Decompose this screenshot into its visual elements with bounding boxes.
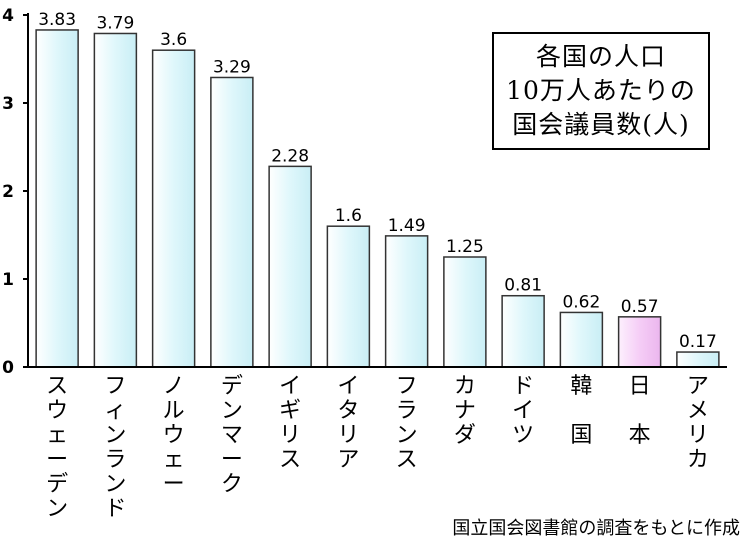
bars (35, 29, 720, 368)
category-label: 韓 国 (570, 374, 592, 448)
category-label: カナダ (454, 374, 476, 448)
bar (559, 311, 604, 368)
data-label: 0.17 (679, 332, 717, 352)
data-label: 3.83 (38, 10, 76, 30)
bar (384, 235, 429, 368)
data-label: 0.57 (621, 297, 659, 317)
category-labels: スウェーデン フィンランド ノルウェー デンマーク イギリス イタリア フランス カナダ ドイツ… (46, 374, 709, 522)
category-label: ドイツ (512, 374, 534, 448)
bar (210, 76, 254, 368)
category-label: デンマーク (221, 374, 243, 497)
bar (268, 165, 312, 368)
source-note: 国立国会図書館の調査をもとに作成 (452, 518, 740, 539)
data-label: 3.29 (213, 57, 251, 77)
data-label: 3.6 (160, 30, 187, 50)
chart-title-line-3: 国会議員数(人) (512, 110, 690, 139)
data-label: 1.25 (446, 237, 484, 257)
bar (93, 32, 138, 368)
y-tick-label: 3 (2, 94, 14, 114)
chart-title-line-1: 各国の人口 (535, 42, 666, 71)
data-label: 0.81 (504, 276, 542, 296)
data-label: 1.6 (335, 206, 362, 226)
bar (35, 29, 79, 368)
category-label: フランス (396, 374, 418, 473)
chart-title-line-2: 10万人あたりの (506, 76, 696, 105)
category-label: フィンランド (104, 374, 126, 522)
data-label: 3.79 (96, 13, 134, 33)
category-label: 日 本 (629, 374, 651, 448)
data-label: 2.28 (271, 146, 309, 166)
bar (326, 225, 371, 368)
category-label: スウェーデン (46, 374, 68, 522)
category-label: ノルウェー (163, 374, 185, 497)
category-label: イギリス (279, 374, 301, 473)
bar (443, 256, 487, 368)
y-axis-ticks: 0 1 2 3 4 (2, 6, 28, 378)
data-label: 1.49 (388, 216, 426, 236)
bar (617, 316, 662, 368)
chart-title-box: 各国の人口 10万人あたりの 国会議員数(人) (492, 32, 710, 150)
value-labels: 3.83 3.79 3.6 3.29 2.28 1.6 1.49 1.25 0.81 0.62 0.… (38, 10, 717, 352)
bar (676, 351, 720, 368)
data-label: 0.62 (562, 292, 600, 312)
y-tick-label: 4 (2, 6, 14, 26)
category-label: イタリア (337, 374, 359, 473)
y-tick-label: 0 (2, 358, 14, 378)
bar (151, 49, 196, 368)
category-label: アメリカ (687, 374, 709, 473)
y-tick-label: 2 (2, 182, 14, 202)
y-tick-label: 1 (2, 270, 14, 290)
bar (501, 294, 545, 368)
